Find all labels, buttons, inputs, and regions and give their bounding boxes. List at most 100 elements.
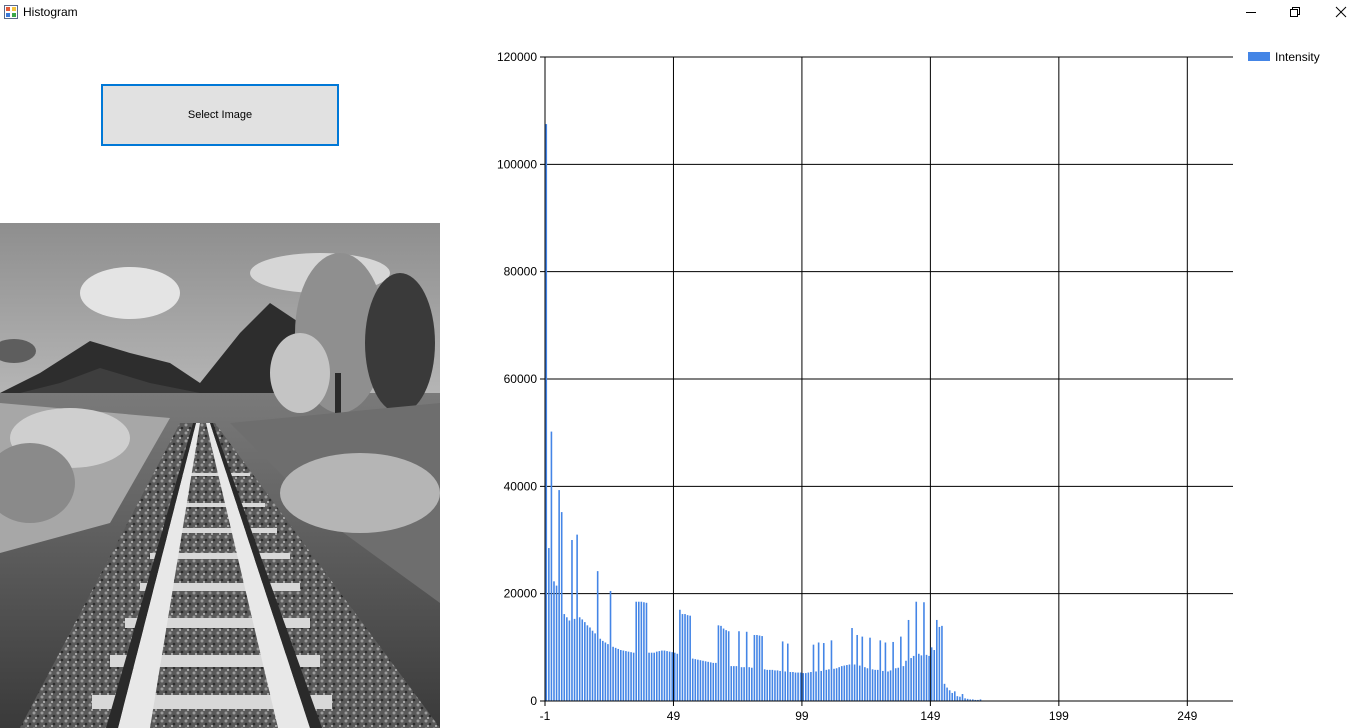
histogram-bar [717, 625, 720, 701]
histogram-bar [879, 640, 882, 701]
histogram-bar [625, 651, 627, 701]
histogram-bar [653, 652, 655, 701]
histogram-bar [918, 653, 920, 701]
histogram-bar [756, 634, 758, 701]
histogram-bar [961, 694, 964, 701]
close-button[interactable] [1318, 0, 1364, 24]
x-tick-label: 99 [795, 709, 809, 723]
histogram-bar [971, 699, 974, 701]
histogram-bar [571, 540, 573, 701]
histogram-bar [558, 490, 560, 701]
histogram-bar [786, 643, 789, 701]
histogram-bar [815, 671, 817, 701]
histogram-bar [936, 619, 938, 701]
histogram-bar [707, 661, 709, 701]
histogram-bar [640, 601, 643, 701]
histogram-bar [702, 660, 704, 701]
histogram-bar [923, 602, 925, 701]
histogram-bar [545, 124, 548, 702]
x-tick-label: 49 [667, 709, 681, 723]
histogram-bar [956, 696, 959, 701]
histogram-bar [733, 666, 735, 701]
restore-button[interactable] [1272, 0, 1318, 24]
histogram-bar [630, 652, 632, 701]
histogram-bar [560, 512, 563, 701]
histogram-bar [686, 615, 689, 701]
histogram-bar [792, 672, 794, 701]
histogram-bar [607, 644, 609, 701]
histogram-bar [761, 636, 763, 701]
histogram-bar [848, 664, 851, 701]
histogram-bar [938, 626, 941, 701]
histogram-bar [586, 625, 589, 701]
histogram-chart: 0 20000 40000 60000 80000 100000 120000 -1 49 99 1… [497, 50, 1320, 723]
histogram-bar [915, 601, 918, 701]
histogram-bar [609, 590, 612, 701]
histogram-bar [902, 666, 905, 701]
histogram-bar [614, 647, 617, 701]
histogram-bar [668, 651, 671, 701]
legend-swatch [1248, 52, 1270, 61]
histogram-bar [740, 667, 743, 701]
histogram-bar [810, 672, 812, 701]
histogram-bar [951, 692, 954, 701]
histogram-bar [871, 669, 874, 701]
histogram-bar [781, 641, 784, 701]
histogram-bar [694, 659, 697, 701]
histogram-bar [933, 650, 936, 701]
histogram-bar [691, 658, 694, 701]
histogram-bar [622, 650, 625, 701]
app-icon [4, 5, 18, 19]
histogram-bar [648, 652, 650, 701]
histogram-bar [851, 628, 853, 701]
histogram-bar [930, 647, 933, 701]
x-tick-label: 149 [920, 709, 940, 723]
histogram-bar [943, 683, 946, 701]
histogram-bar [563, 614, 566, 701]
histogram-bar [581, 619, 584, 701]
histogram-bar [969, 699, 972, 701]
select-image-button[interactable]: Select Image [101, 84, 339, 146]
histogram-bar [920, 655, 923, 701]
histogram-bar [874, 669, 876, 701]
histogram-bar [602, 640, 604, 701]
histogram-bar [566, 617, 568, 701]
histogram-bar [735, 666, 738, 701]
histogram-bar [910, 658, 912, 701]
histogram-bar [804, 673, 807, 701]
y-tick-label: 20000 [504, 587, 538, 601]
histogram-bar [699, 660, 702, 701]
histogram-bar [661, 650, 663, 701]
histogram-bar [925, 654, 928, 701]
histogram-bar [650, 652, 653, 701]
histogram-bar [604, 642, 607, 701]
histogram-bar [589, 627, 591, 701]
histogram-bar [617, 648, 620, 701]
histogram-bar [751, 667, 753, 701]
histogram-bar [822, 643, 825, 701]
histogram-bar [635, 601, 638, 701]
histogram-bar [738, 631, 740, 701]
histogram-bar [856, 634, 858, 701]
histogram-bar [846, 665, 848, 701]
x-tick-label: 249 [1177, 709, 1197, 723]
histogram-bar [658, 651, 661, 701]
histogram-bar [591, 630, 594, 701]
histogram-bar [866, 668, 869, 701]
histogram-bar [802, 673, 805, 701]
histogram-bar [784, 671, 787, 701]
histogram-bar [794, 672, 797, 701]
histogram-bar [679, 609, 681, 701]
title-bar: Histogram [0, 0, 1366, 24]
histogram-bar [663, 650, 666, 701]
histogram-bar [946, 687, 948, 701]
histogram-bar [828, 669, 830, 701]
histogram-bar [843, 665, 846, 701]
histogram-bar [779, 670, 781, 701]
histogram-bar [884, 642, 887, 701]
histogram-bar [684, 614, 686, 701]
histogram-bar [637, 601, 640, 701]
y-tick-label: 0 [530, 694, 537, 708]
minimize-button[interactable] [1228, 0, 1274, 24]
histogram-bar [715, 662, 717, 701]
